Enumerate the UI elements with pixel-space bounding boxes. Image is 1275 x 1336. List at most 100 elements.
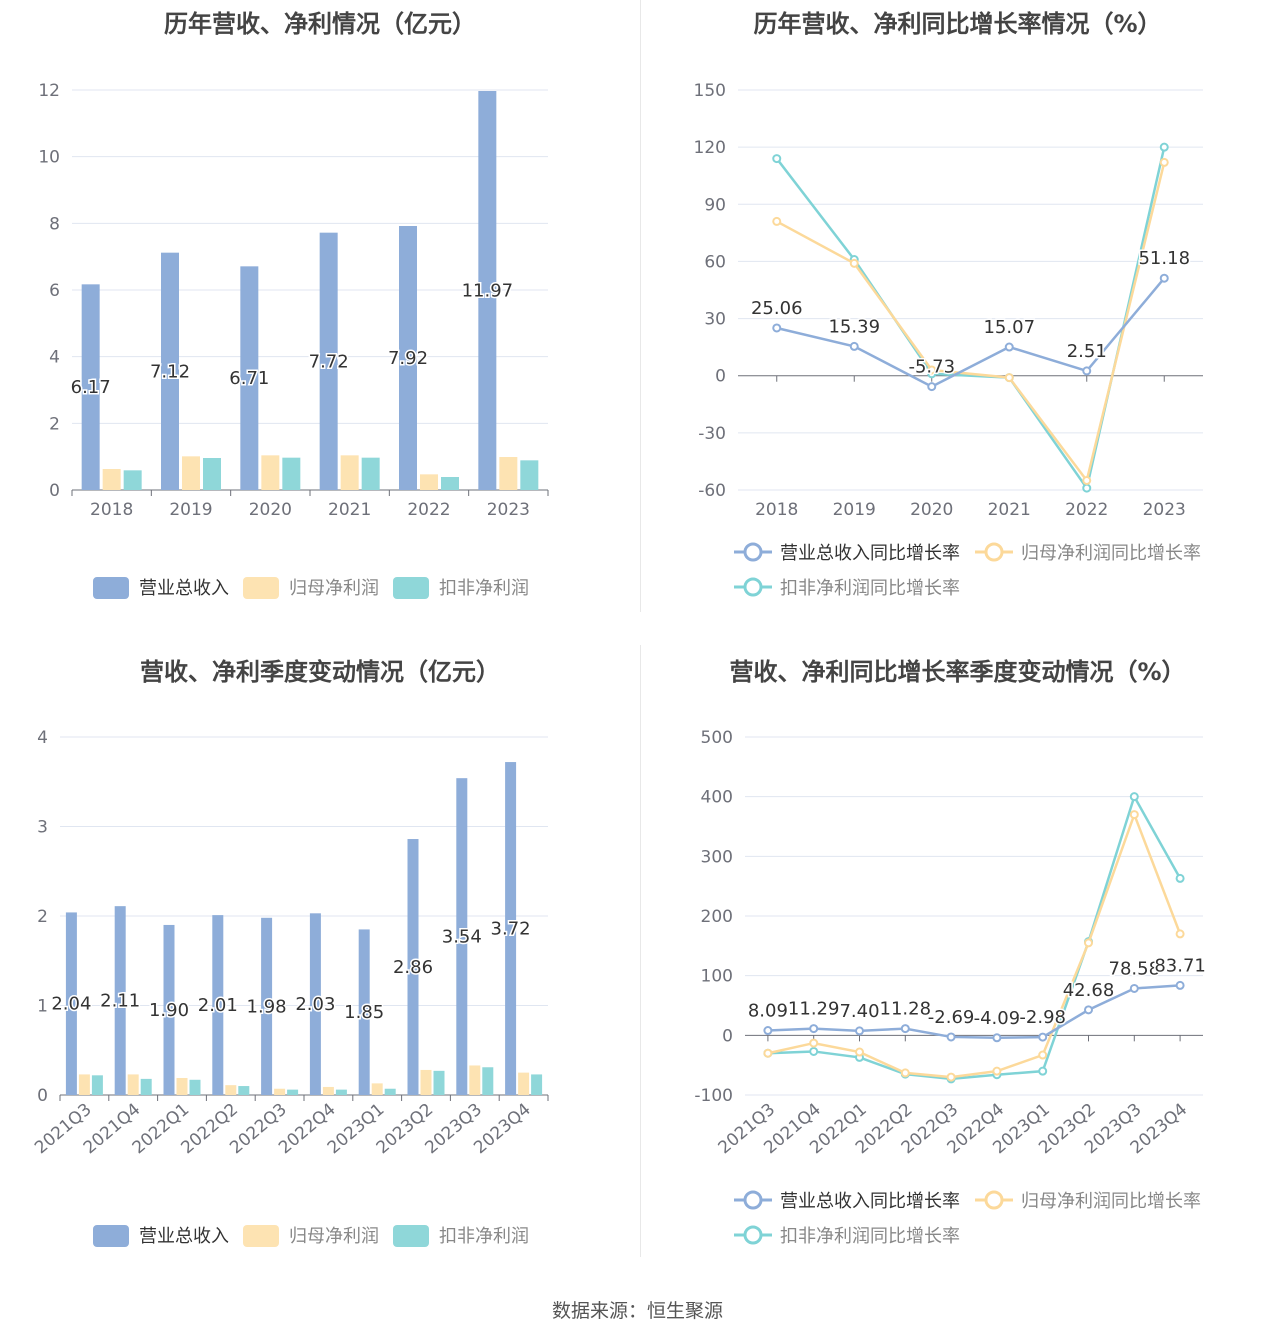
quarterly-revenue-profit-chart: 012342.042021Q32.112021Q41.902022Q12.012… (31, 728, 549, 1247)
y-tick-label: 60 (704, 252, 726, 272)
data-label: 15.07 (983, 317, 1035, 338)
data-point (763, 1026, 773, 1036)
bar-revenue (319, 232, 338, 490)
bar-deducted-profit (282, 457, 301, 490)
legend-marker (743, 542, 763, 562)
x-tick-label: 2023 (487, 500, 530, 520)
chart-title: 营收、净利季度变动情况（亿元） (140, 658, 500, 686)
vertical-divider-top (640, 0, 641, 612)
data-point (1159, 157, 1169, 167)
bar-deducted-profit (520, 460, 539, 490)
x-tick-label: 2020 (249, 500, 292, 520)
series-line-net-profit (776, 162, 1166, 484)
legend-marker (984, 542, 1004, 562)
chart-title: 历年营收、净利同比增长率情况（%） (753, 10, 1162, 38)
bar-net-profit (225, 1085, 237, 1095)
bar-net-profit (102, 469, 121, 490)
data-point (1004, 373, 1014, 383)
x-tick-label: 2021 (328, 500, 371, 520)
data-label: -4.09 (974, 1008, 1021, 1029)
bar-net-profit (371, 1083, 383, 1095)
data-point (1084, 938, 1093, 948)
x-tick-label: 2022 (1065, 500, 1108, 520)
data-point (1082, 483, 1092, 493)
series-line-net-profit (767, 810, 1182, 1079)
y-tick-label: 200 (701, 907, 733, 927)
data-label: 7.92 (388, 348, 428, 369)
data-label: 42.68 (1063, 980, 1115, 1001)
y-tick-label: 90 (704, 195, 726, 215)
legend-label: 扣非净利润 (439, 1226, 529, 1247)
bar-net-profit (469, 1065, 481, 1095)
legend-marker (743, 1190, 763, 1210)
data-label: 11.28 (880, 999, 932, 1020)
data-point (946, 1032, 956, 1042)
bar-revenue (261, 917, 273, 1095)
data-point (1159, 273, 1169, 283)
annual-revenue-profit-chart: 0 2 4 6 8 10 12 6.17 2018 7.12 2019 6.71 2020 7.72 202… (38, 81, 549, 599)
data-point (772, 323, 782, 333)
bar-revenue (163, 924, 175, 1095)
bar-net-profit (499, 457, 518, 490)
y-tick-label: 2 (37, 907, 48, 927)
bar-revenue (407, 839, 419, 1095)
y-tick-label: -30 (698, 424, 726, 444)
data-point (1129, 983, 1139, 993)
y-tick-label: 4 (49, 348, 60, 368)
bar-deducted-profit (361, 457, 380, 490)
x-tick-label: 2019 (169, 500, 212, 520)
vertical-divider-bottom (640, 645, 641, 1257)
bar-deducted-profit (238, 1086, 250, 1095)
data-point (1175, 929, 1185, 939)
bar-revenue (399, 226, 417, 490)
bar-net-profit (420, 1069, 432, 1095)
data-point (849, 258, 859, 268)
bar-revenue (456, 778, 468, 1095)
data-label: 2.03 (295, 994, 335, 1015)
data-label: 2.04 (51, 994, 91, 1015)
bar-net-profit (176, 1077, 188, 1095)
x-tick-label: 2019 (833, 500, 876, 520)
quarterly-growth-rate-panel: 营收、净利同比增长率季度变动情况（%） -100 0 100 200 300 400 500… (640, 640, 1275, 1280)
data-label: 51.18 (1138, 248, 1190, 269)
data-point (946, 1072, 956, 1082)
data-point (992, 1066, 1002, 1076)
legend-label: 营业总收入 (139, 578, 229, 599)
y-tick-label: 500 (701, 728, 733, 748)
legend-swatch (243, 577, 279, 599)
bar-deducted-profit (433, 1070, 445, 1095)
data-point (849, 341, 859, 351)
data-point (1129, 810, 1139, 820)
data-label: 1.90 (149, 1000, 189, 1021)
x-tick-label: 2020 (910, 500, 953, 520)
data-point (1175, 873, 1185, 883)
legend-swatch (93, 577, 129, 599)
data-point (1082, 366, 1092, 376)
legend-label: 归母净利润同比增长率 (1021, 543, 1201, 564)
bar-deducted-profit (531, 1074, 543, 1095)
bar-revenue (81, 284, 100, 490)
y-tick-label: 150 (694, 81, 726, 101)
data-label: 1.85 (344, 1002, 384, 1023)
data-label: 11.97 (462, 281, 514, 302)
data-point (855, 1047, 864, 1057)
y-tick-label: 300 (701, 847, 733, 867)
legend-swatch (393, 577, 429, 599)
y-tick-label: 1 (37, 997, 48, 1017)
legend-label: 扣非净利润 (439, 578, 529, 599)
legend-label: 营业总收入 (139, 1226, 229, 1247)
data-label: -5.73 (908, 357, 955, 378)
bar-deducted-profit (123, 470, 142, 490)
data-point (855, 1026, 864, 1036)
data-point (900, 1024, 910, 1034)
data-label: 7.12 (150, 361, 190, 382)
x-tick-label: 2022 (407, 500, 450, 520)
legend-label: 扣非净利润同比增长率 (780, 1226, 960, 1247)
data-label: 3.54 (442, 927, 482, 948)
bar-deducted-profit (335, 1089, 347, 1095)
data-point (992, 1033, 1002, 1043)
y-tick-label: 4 (37, 728, 48, 748)
bar-revenue (358, 929, 370, 1095)
bar-net-profit (420, 474, 438, 490)
y-tick-label: 0 (49, 481, 60, 501)
